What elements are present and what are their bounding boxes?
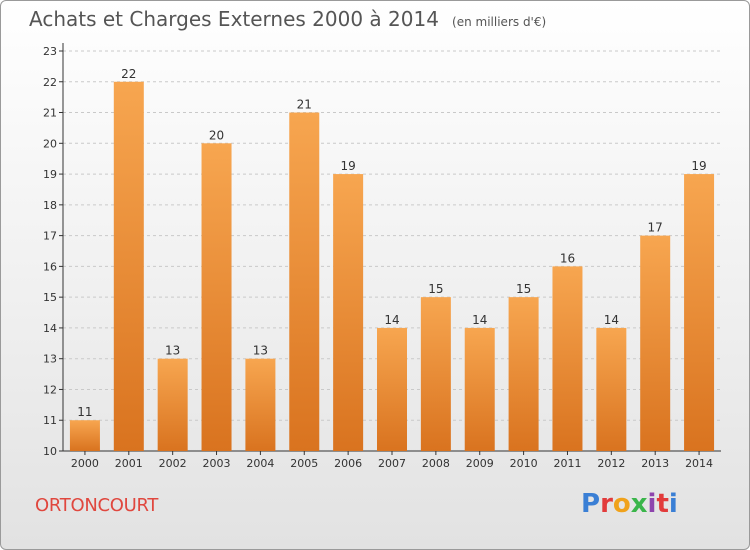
x-tick-label: 2011 xyxy=(553,457,581,470)
x-tick-label: 2002 xyxy=(159,457,187,470)
data-label: 11 xyxy=(77,405,92,419)
x-tick-label: 2003 xyxy=(203,457,231,470)
logo-letter: i xyxy=(668,489,678,519)
bars xyxy=(69,81,715,452)
x-tick-label: 2012 xyxy=(597,457,625,470)
y-tick-label: 22 xyxy=(43,76,57,89)
y-tick-label: 11 xyxy=(43,414,57,427)
bar xyxy=(640,235,671,451)
bar xyxy=(157,358,188,451)
bar xyxy=(201,143,232,452)
x-tick-label: 2006 xyxy=(334,457,362,470)
chart-subtitle: (en milliers d'€) xyxy=(452,15,547,29)
y-tick-label: 18 xyxy=(43,199,57,212)
data-label: 14 xyxy=(384,313,399,327)
bar xyxy=(420,297,451,451)
y-tick-label: 17 xyxy=(43,230,57,243)
logo-letter: t xyxy=(656,489,669,519)
bar xyxy=(552,266,583,451)
y-tick-label: 10 xyxy=(43,445,57,458)
x-tick-label: 2013 xyxy=(641,457,669,470)
data-label: 14 xyxy=(472,313,487,327)
proxiti-logo: Proxiti xyxy=(581,489,678,519)
y-tick-label: 19 xyxy=(43,168,57,181)
x-tick-label: 2007 xyxy=(378,457,406,470)
x-tick-label: 2014 xyxy=(685,457,713,470)
x-tick-label: 2005 xyxy=(290,457,318,470)
commune-name: ORTONCOURT xyxy=(35,495,159,516)
bar xyxy=(596,327,627,451)
bar xyxy=(377,327,407,451)
bar xyxy=(508,297,539,451)
y-tick-label: 23 xyxy=(43,45,57,58)
data-label: 15 xyxy=(516,282,531,296)
y-tick-label: 16 xyxy=(43,260,57,273)
y-tick-label: 12 xyxy=(43,383,57,396)
bar xyxy=(69,420,100,451)
y-tick-label: 21 xyxy=(43,107,57,120)
bar xyxy=(464,327,495,451)
chart-title: Achats et Charges Externes 2000 à 2014 (… xyxy=(29,7,546,31)
logo-letter: P xyxy=(581,489,601,519)
logo-letter: i xyxy=(647,489,657,519)
data-label: 16 xyxy=(560,251,575,265)
x-tick-label: 2004 xyxy=(246,457,274,470)
x-tick-label: 2001 xyxy=(115,457,143,470)
chart-title-main: Achats et Charges Externes 2000 à 2014 xyxy=(29,7,439,31)
data-label: 14 xyxy=(604,313,619,327)
logo-letter: o xyxy=(612,489,631,519)
y-tick-label: 20 xyxy=(43,137,57,150)
x-tick-label: 2000 xyxy=(71,457,99,470)
bar xyxy=(684,174,715,452)
data-label: 21 xyxy=(297,98,312,112)
bar xyxy=(289,112,320,452)
data-label: 13 xyxy=(253,344,268,358)
data-label: 22 xyxy=(121,67,136,81)
data-label: 19 xyxy=(691,159,706,173)
data-label: 13 xyxy=(165,344,180,358)
x-tick-label: 2010 xyxy=(510,457,538,470)
data-label: 20 xyxy=(209,128,224,142)
data-label: 17 xyxy=(648,221,663,235)
x-tick-label: 2008 xyxy=(422,457,450,470)
y-tick-label: 14 xyxy=(43,322,57,335)
logo-letter: r xyxy=(600,489,613,519)
bar xyxy=(245,358,276,451)
y-tick-label: 13 xyxy=(43,353,57,366)
y-tick-label: 15 xyxy=(43,291,57,304)
bar xyxy=(333,174,364,452)
x-tick-label: 2009 xyxy=(466,457,494,470)
logo-letter: x xyxy=(630,489,648,519)
data-label: 19 xyxy=(340,159,355,173)
bar xyxy=(113,81,144,452)
data-labels: 11 22 13 20 13 21 19 14 15 14 15 16 14 17 19 xyxy=(77,67,706,419)
data-label: 15 xyxy=(428,282,443,296)
